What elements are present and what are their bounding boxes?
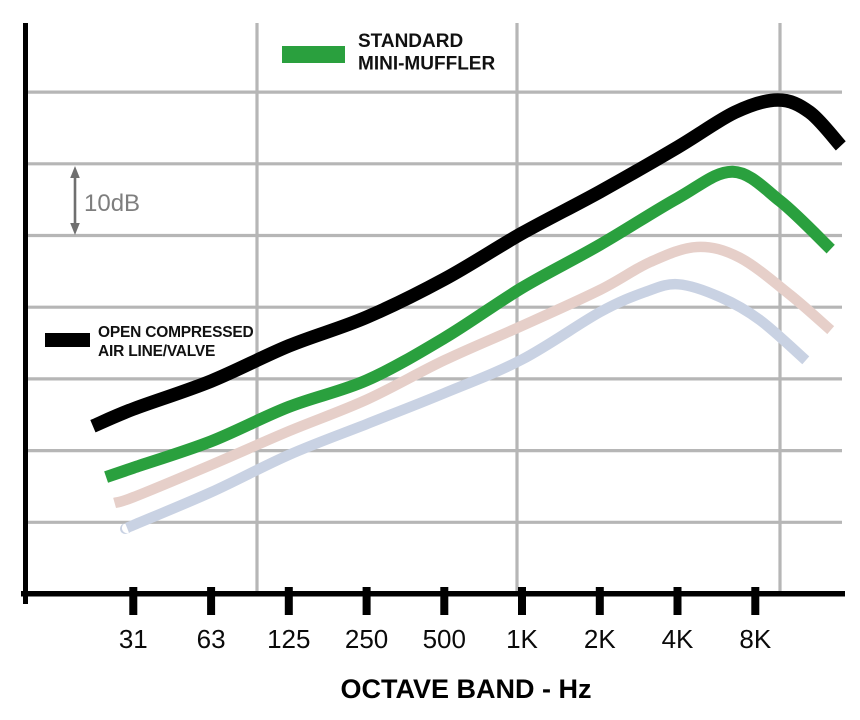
x-tick-mark <box>207 587 216 615</box>
x-axis-ticks <box>129 587 760 615</box>
x-tick-label: 2K <box>584 624 616 654</box>
legend-swatch-black <box>45 333 90 347</box>
x-tick-mark <box>673 587 682 615</box>
x-tick-mark <box>284 587 293 615</box>
series-curve-open-compressed-air-line-valve <box>90 93 846 433</box>
x-axis-title: OCTAVE BAND - Hz <box>341 674 592 704</box>
db-scale-arrowhead-down-icon <box>70 223 80 235</box>
x-tick-mark <box>129 587 138 615</box>
legend-label-air-line-valve: AIR LINE/VALVE <box>98 343 215 360</box>
db-scale-label: 10dB <box>84 190 140 217</box>
legend-label-standard: STANDARD <box>358 31 463 52</box>
legend-open-compressed-air: OPEN COMPRESSED AIR LINE/VALVE <box>45 324 254 360</box>
db-scale-arrowhead-up-icon <box>70 166 80 178</box>
x-tick-label: 31 <box>119 624 148 654</box>
x-tick-mark <box>362 587 371 615</box>
x-tick-mark <box>518 587 526 615</box>
y-axis-line <box>23 23 28 604</box>
x-tick-label: 250 <box>345 624 388 654</box>
series-curve-unlabeled-series-light-pink- <box>113 241 835 509</box>
x-axis-line <box>21 591 845 597</box>
legend-standard-mini-muffler: STANDARD MINI-MUFFLER <box>282 31 495 75</box>
x-tick-label: 63 <box>197 624 226 654</box>
x-tick-mark <box>751 587 760 615</box>
x-tick-label: 4K <box>662 624 694 654</box>
x-tick-label: 1K <box>506 624 538 654</box>
curves <box>90 93 846 534</box>
legend-swatch-green <box>282 46 345 63</box>
x-tick-label: 125 <box>267 624 310 654</box>
x-tick-label: 8K <box>739 624 771 654</box>
x-axis-tick-labels: 31 63 125 250 500 1K 2K 4K 8K <box>119 624 772 654</box>
series-curve-standard-mini-muffler <box>104 165 835 483</box>
legend-label-mini-muffler: MINI-MUFFLER <box>358 54 495 75</box>
grid <box>26 23 842 594</box>
x-tick-mark <box>595 587 604 615</box>
series-curve-unlabeled-series-light-blue- <box>120 278 810 534</box>
x-tick-label: 500 <box>423 624 466 654</box>
x-tick-mark <box>440 587 449 615</box>
db-scale-bar: 10dB <box>70 166 140 235</box>
legend-label-open-compressed: OPEN COMPRESSED <box>98 324 253 341</box>
